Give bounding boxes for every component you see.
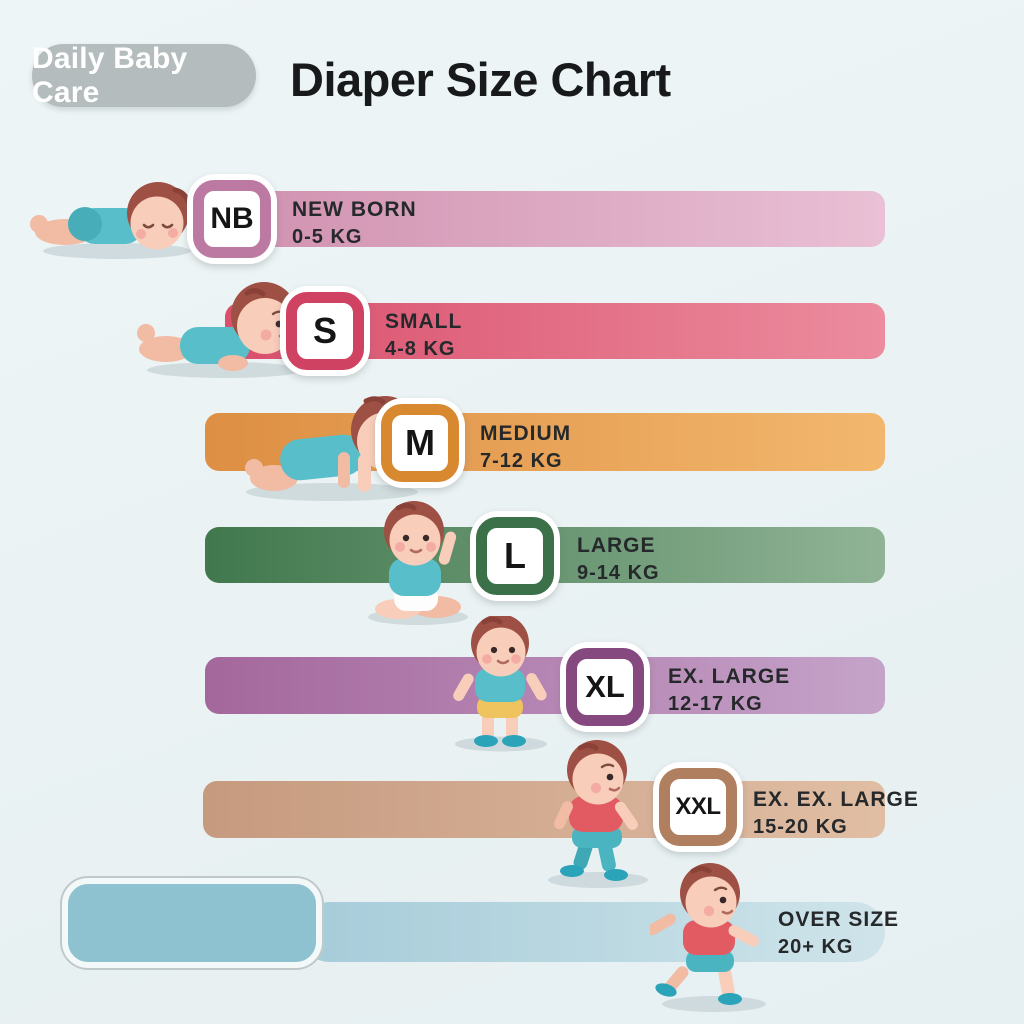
- brand-badge: Daily Baby Care: [32, 41, 256, 109]
- page-title: Diaper Size Chart: [290, 53, 671, 106]
- size-label: OVER SIZE: [778, 908, 900, 931]
- sleeping-newborn-illustration: [30, 182, 191, 259]
- size-badge-m: M: [375, 398, 465, 488]
- size-bar-nb: [195, 191, 885, 247]
- size-label: MEDIUM: [480, 422, 572, 445]
- badge-letter-xl: XL: [585, 669, 625, 704]
- size-bar-oversize: [300, 902, 885, 962]
- size-label: LARGE: [577, 534, 656, 557]
- size-label: EX. LARGE: [668, 665, 791, 688]
- standing-toddler-illustration: [453, 616, 547, 752]
- size-bar-xxl: [203, 781, 885, 838]
- weight-range: 15-20 KG: [753, 816, 848, 838]
- weight-range: 12-17 KG: [668, 693, 763, 715]
- badge-letter-nb: NB: [210, 202, 254, 235]
- running-toddler-illustration: [650, 863, 766, 1012]
- size-label: SMALL: [385, 310, 463, 333]
- weight-range: 4-8 KG: [385, 338, 456, 360]
- weight-range: 0-5 KG: [292, 226, 363, 248]
- size-badge-xxl: XXL: [653, 762, 743, 852]
- walking-toddler-illustration: [548, 740, 648, 888]
- badge-letter-m: M: [405, 422, 435, 463]
- size-bar-xl: [205, 657, 885, 714]
- weight-range: 9-14 KG: [577, 562, 660, 584]
- oversize-box: [62, 878, 322, 968]
- weight-range: 20+ KG: [778, 936, 854, 958]
- size-badge-xl: XL: [560, 642, 650, 732]
- size-badge-nb: NB: [187, 174, 277, 264]
- size-label: EX. EX. LARGE: [753, 788, 919, 811]
- sitting-baby-illustration: [368, 501, 468, 625]
- badge-letter-s: S: [312, 310, 337, 351]
- brand-label: Daily Baby Care: [32, 41, 188, 109]
- badge-letter-xxl: XXL: [675, 793, 721, 820]
- size-badge-s: S: [280, 286, 370, 376]
- badge-letter-l: L: [504, 535, 526, 576]
- size-badge-l: L: [470, 511, 560, 601]
- weight-range: 7-12 KG: [480, 450, 563, 472]
- size-label: NEW BORN: [292, 198, 417, 221]
